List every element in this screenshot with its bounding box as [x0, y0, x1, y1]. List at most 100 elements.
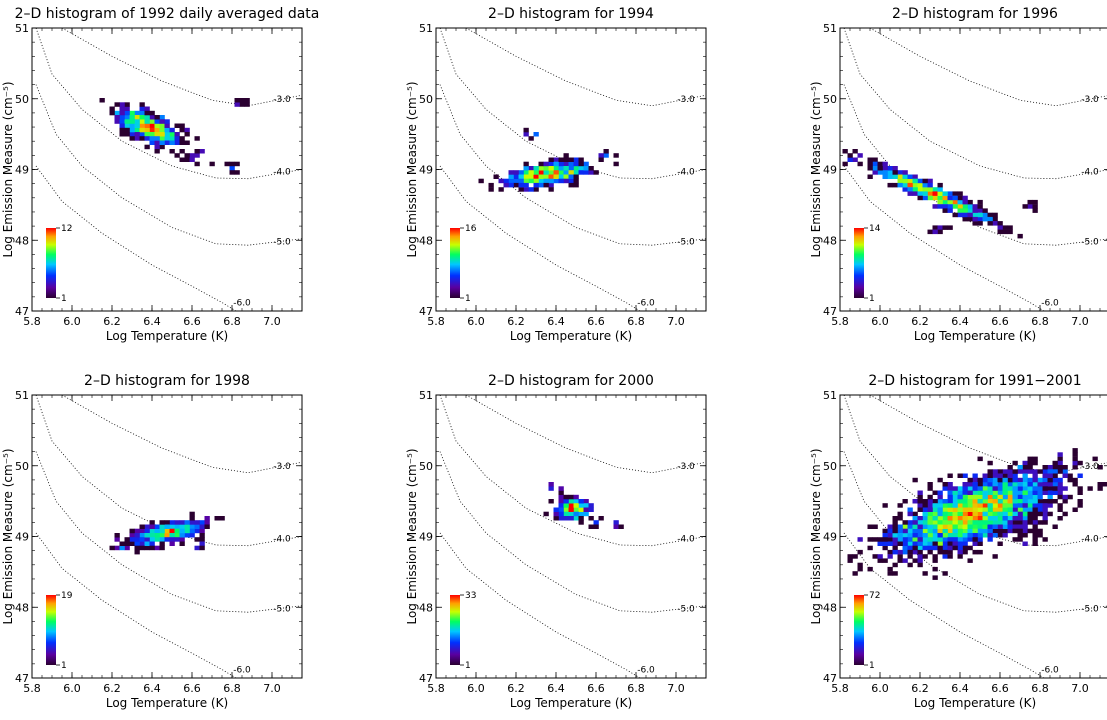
histogram-cell	[917, 187, 923, 192]
histogram-cell	[1052, 499, 1058, 504]
histogram-cell	[1032, 499, 1038, 504]
histogram-cell	[997, 516, 1003, 521]
y-tick-label: 49	[15, 531, 29, 544]
histogram-cell	[1057, 482, 1063, 487]
histogram-cell	[972, 486, 978, 491]
histogram-cell	[907, 545, 913, 551]
histogram-cell	[882, 545, 888, 551]
histogram-cell	[937, 477, 943, 483]
histogram-cell	[548, 161, 554, 167]
histogram-cell	[179, 524, 185, 529]
histogram-cell	[992, 528, 998, 534]
histogram-cell	[907, 554, 913, 559]
histogram-cell	[927, 499, 933, 504]
histogram-cell	[184, 127, 190, 133]
histogram-cell	[922, 178, 928, 184]
histogram-cell	[523, 174, 529, 179]
histogram-cell	[927, 537, 933, 542]
histogram-cell	[952, 528, 958, 534]
histogram-cell	[967, 486, 973, 491]
histogram-cell	[154, 524, 160, 529]
histogram-cell	[972, 473, 978, 478]
histogram-cell	[179, 541, 185, 546]
histogram-cell	[603, 149, 609, 154]
histogram-cell	[1052, 524, 1058, 529]
colorbar-min-label: 1	[869, 294, 875, 304]
histogram-cell	[927, 516, 933, 521]
histogram-cell	[548, 182, 554, 188]
histogram-cell	[992, 520, 998, 525]
x-axis-label: Log Temperature (K)	[106, 696, 228, 710]
histogram-cell	[1027, 528, 1033, 534]
histogram-cell	[872, 170, 878, 175]
histogram-cell	[1007, 503, 1013, 508]
histogram-cell	[833, 149, 838, 154]
histogram-cell	[478, 178, 484, 184]
x-tick-label: 5.8	[23, 682, 41, 695]
histogram-cell	[932, 204, 938, 209]
histogram-cell	[1022, 516, 1028, 521]
histogram-cell	[1052, 469, 1058, 474]
histogram-cell	[578, 157, 584, 162]
x-tick-label: 6.8	[1031, 315, 1049, 328]
histogram-cell	[942, 511, 948, 517]
contour-line	[843, 28, 1107, 180]
histogram-cell	[917, 507, 923, 512]
histogram-cell	[947, 524, 953, 529]
y-tick-label: 51	[823, 22, 837, 35]
histogram-cell	[922, 571, 928, 576]
histogram-cell	[952, 503, 958, 508]
histogram-cell	[1027, 499, 1033, 504]
y-axis-label: Log Emission Measure (cm⁻⁵)	[1, 81, 15, 257]
plot-area	[843, 395, 1107, 678]
histogram-cell	[1022, 503, 1028, 508]
histogram-cell	[1002, 533, 1008, 538]
histogram-cell	[952, 191, 958, 196]
histogram-cell	[1007, 516, 1013, 521]
histogram-cell	[229, 166, 235, 171]
histogram-cell	[892, 182, 898, 188]
histogram-cell	[927, 520, 933, 525]
histogram-cell	[987, 482, 993, 487]
histogram-cell	[114, 537, 120, 542]
contour-label: -6.0	[637, 299, 655, 309]
histogram-cell	[114, 533, 120, 538]
histogram-cell	[967, 503, 973, 508]
histogram-cell	[992, 482, 998, 487]
histogram-cell	[897, 549, 903, 555]
histogram-cell	[1027, 503, 1033, 508]
histogram-cell	[1057, 465, 1063, 470]
histogram-cell	[927, 507, 933, 512]
histogram-cell	[937, 511, 943, 517]
histogram-cell	[1052, 460, 1058, 466]
histogram-cell	[912, 537, 918, 542]
histogram-cell	[912, 174, 918, 179]
histogram-cell	[1032, 511, 1038, 517]
histogram-cell	[1002, 503, 1008, 508]
histogram-cell	[1077, 486, 1083, 491]
histogram-cell	[937, 533, 943, 538]
contour-line	[439, 84, 706, 246]
histogram-cell	[114, 545, 120, 551]
histogram-cell	[962, 507, 968, 512]
histogram-cell	[927, 549, 933, 555]
histogram-cell	[972, 499, 978, 504]
histogram-cell	[194, 537, 200, 542]
histogram-cell	[169, 136, 175, 141]
histogram-cell	[154, 140, 160, 145]
histogram-cell	[563, 511, 569, 517]
histogram-cell	[912, 511, 918, 517]
histogram-cell	[1072, 456, 1078, 462]
histogram-cell	[164, 123, 170, 128]
histogram-cell	[942, 204, 948, 209]
histogram-cell	[957, 499, 963, 504]
histogram-cell	[942, 554, 948, 559]
histogram-cell	[947, 520, 953, 525]
histogram-cell	[179, 520, 185, 525]
histogram-cell	[887, 571, 893, 576]
histogram-cell	[563, 503, 569, 508]
histogram-cell	[912, 182, 918, 188]
histogram-cell	[897, 524, 903, 529]
histogram-cell	[957, 541, 963, 546]
histogram-cell	[962, 545, 968, 551]
